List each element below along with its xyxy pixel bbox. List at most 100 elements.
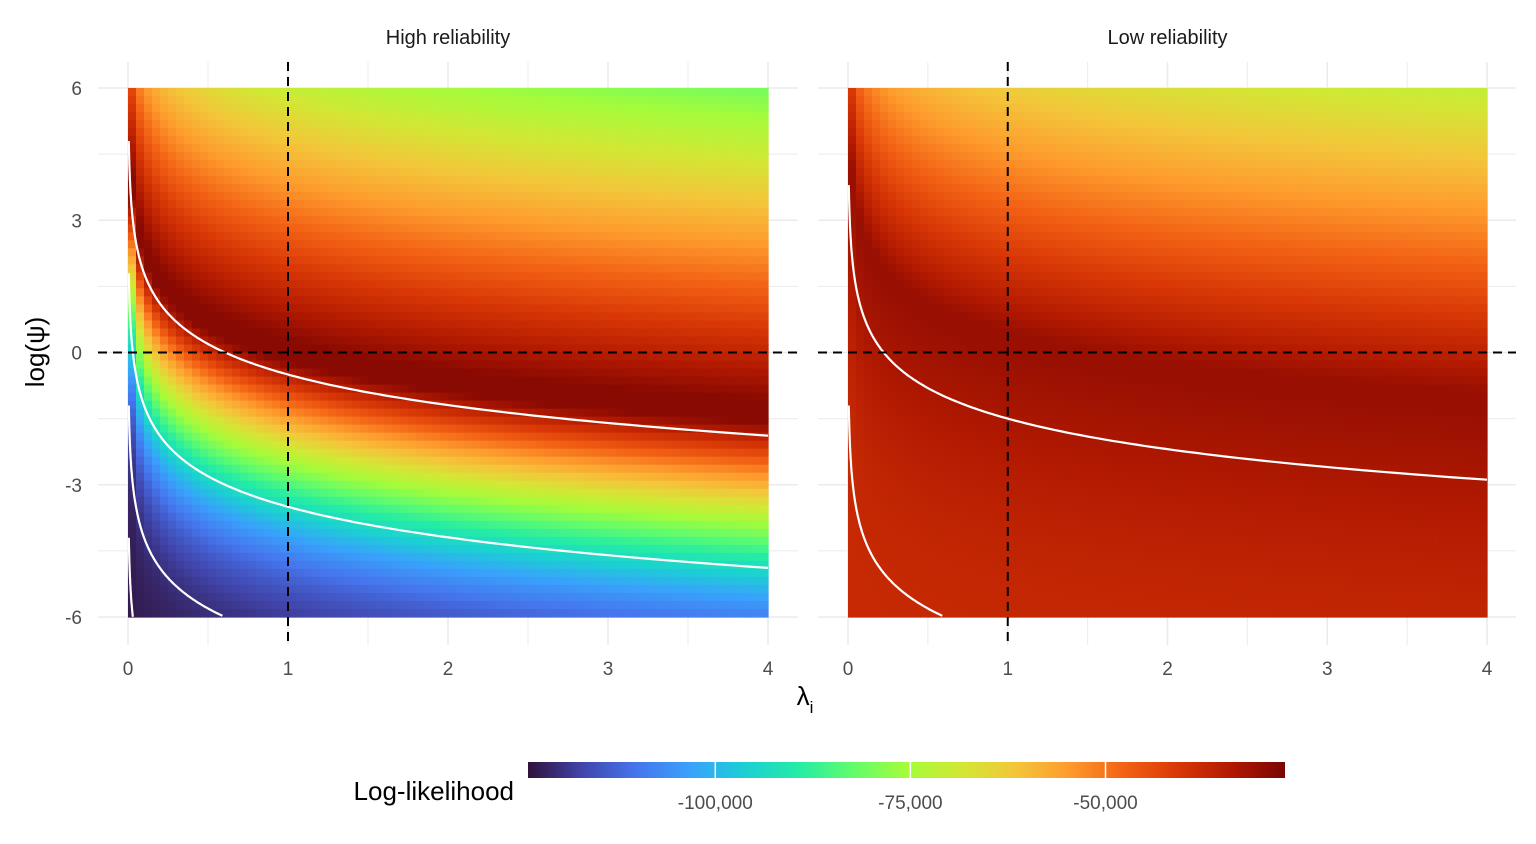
heatmap-cell [664,464,673,474]
heatmap-cell [368,560,377,570]
heatmap-cell [568,312,577,322]
heatmap-cell [224,256,233,265]
heatmap-cell [592,304,601,314]
heatmap-cell [328,448,337,458]
heatmap-cell [352,448,361,458]
heatmap-cell [240,216,249,225]
heatmap-cell [664,432,673,442]
heatmap-cell [352,144,361,153]
heatmap-cell [680,392,689,402]
heatmap-cell [728,376,737,386]
heatmap-cell [280,224,289,233]
heatmap-cell [432,320,441,330]
heatmap-cell [192,320,201,330]
heatmap-cell [312,104,321,113]
heatmap-cell [272,344,281,354]
heatmap-cell [344,96,353,105]
heatmap-cell [400,152,409,161]
heatmap-cell [232,472,241,482]
heatmap-cell [264,456,273,466]
heatmap-cell [176,416,185,426]
heatmap-cell [520,320,529,330]
heatmap-cell [232,336,241,346]
heatmap-cell [664,280,673,289]
heatmap-cell [464,136,473,145]
heatmap-cell [144,400,153,410]
heatmap-cell [728,288,737,297]
heatmap-cell [672,480,681,490]
heatmap-cell [168,480,177,490]
heatmap-cell [552,264,561,273]
heatmap-cell [720,480,729,490]
heatmap-cell [736,472,745,482]
heatmap-cell [184,224,193,233]
heatmap-cell [512,480,521,490]
heatmap-cell [632,176,641,185]
heatmap-cell [200,352,209,362]
heatmap-cell [440,96,449,105]
heatmap-cell [672,96,681,105]
heatmap-cell [752,240,761,249]
heatmap-cell [560,280,569,289]
heatmap-cell [760,224,769,233]
heatmap-cell [552,512,561,522]
heatmap-cell [248,424,257,434]
heatmap-cell [456,200,465,209]
heatmap-cell [704,192,713,201]
heatmap-cell [688,160,697,169]
heatmap-cell [352,112,361,121]
heatmap-cell [240,424,249,434]
heatmap-cell [568,240,577,249]
heatmap-cell [320,296,329,306]
heatmap-cell [568,472,577,482]
heatmap-cell [440,160,449,169]
heatmap-cell [496,288,505,297]
heatmap-cell [184,312,193,322]
heatmap-cell [448,328,457,338]
heatmap-cell [752,544,761,554]
heatmap-cell [560,384,569,394]
heatmap-cell [592,568,601,578]
heatmap-cell [160,384,169,394]
heatmap-cell [560,424,569,434]
heatmap-cell [360,376,369,386]
heatmap-cell [136,160,145,169]
heatmap-cell [328,184,337,193]
heatmap-cell [224,216,233,225]
heatmap-cell [336,480,345,490]
heatmap-cell [720,520,729,530]
heatmap-cell [328,312,337,322]
heatmap-cell [472,328,481,338]
heatmap-cell [208,168,217,177]
heatmap-cell [136,576,145,586]
heatmap-cell [448,552,457,562]
heatmap-cell [424,208,433,217]
heatmap-cell [544,392,553,402]
heatmap-cell [432,144,441,153]
heatmap-cell [288,432,297,442]
heatmap-cell [576,536,585,546]
heatmap-cell [312,544,321,554]
heatmap-cell [200,368,209,378]
heatmap-cell [608,424,617,434]
heatmap-cell [216,160,225,169]
heatmap-cell [192,272,201,281]
heatmap-cell [152,360,161,370]
heatmap-cell [256,136,265,145]
heatmap-cell [192,528,201,538]
heatmap-cell [280,120,289,129]
heatmap-cell [600,576,609,586]
heatmap-cell [240,568,249,578]
heatmap-cell [352,288,361,297]
heatmap-cell [608,392,617,402]
heatmap-cell [592,576,601,586]
heatmap-cell [504,520,513,530]
heatmap-cell [752,360,761,370]
heatmap-cell [240,496,249,506]
heatmap-cell [440,224,449,233]
heatmap-cell [728,208,737,217]
heatmap-cell [528,136,537,145]
heatmap-cell [432,552,441,562]
heatmap-cell [264,104,273,113]
heatmap-cell [632,352,641,362]
